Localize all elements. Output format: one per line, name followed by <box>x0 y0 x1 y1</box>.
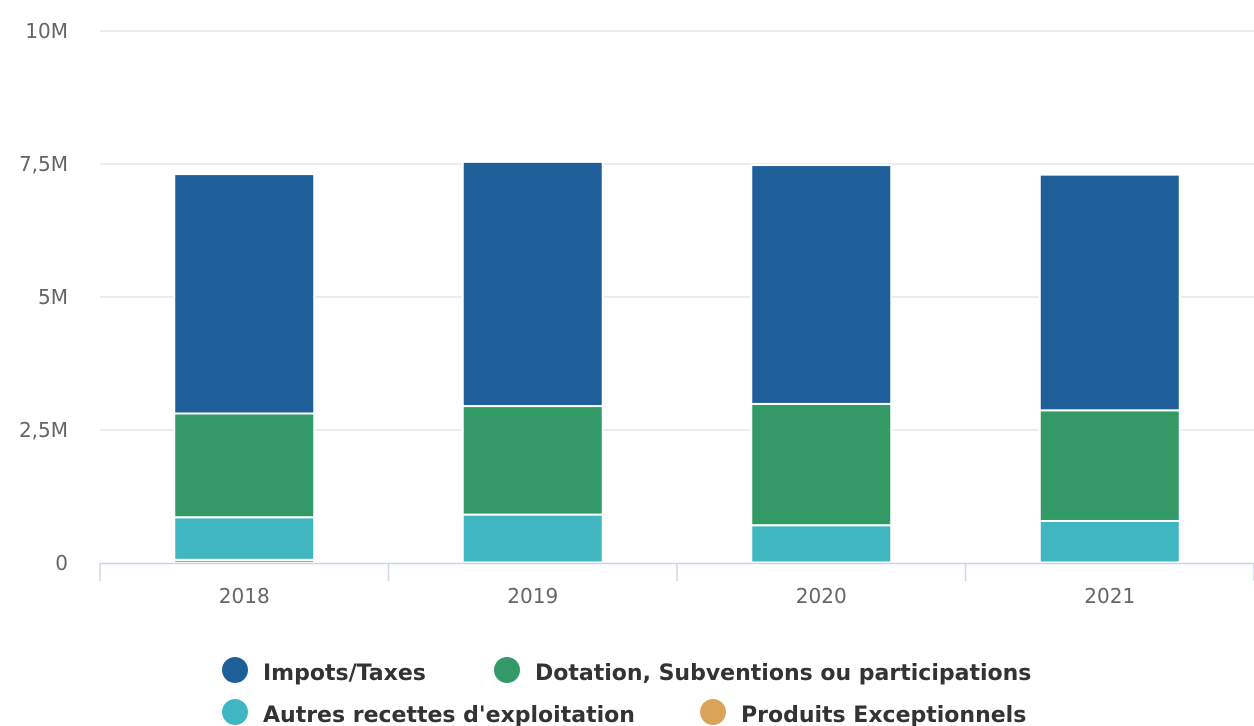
bar-segment[interactable] <box>750 402 893 527</box>
legend-item[interactable]: Dotation, Subventions ou participations <box>494 657 1031 686</box>
bar-segment[interactable] <box>750 524 893 564</box>
x-axis: 2018 2019 2020 2021 <box>99 562 1254 608</box>
legend-marker <box>700 699 726 725</box>
y-tick-label: 10M <box>25 19 68 43</box>
legend-item[interactable]: Impots/Taxes <box>222 657 426 686</box>
legend-item[interactable]: Produits Exceptionnels <box>700 699 1026 726</box>
legend-marker <box>494 657 520 683</box>
legend-label: Impots/Taxes <box>263 661 426 686</box>
bar-stack-2021 <box>1038 173 1181 565</box>
y-tick-label: 0 <box>55 551 68 575</box>
y-tick-label: 5M <box>38 285 68 309</box>
bar-segment[interactable] <box>1038 519 1181 564</box>
legend-label: Produits Exceptionnels <box>741 703 1026 726</box>
x-tick-label: 2018 <box>219 584 270 608</box>
x-tick-label: 2020 <box>796 584 847 608</box>
bar-stack-2020 <box>750 164 893 565</box>
bar-stack-2018 <box>173 173 316 564</box>
x-tick-label: 2019 <box>507 584 558 608</box>
legend-label: Dotation, Subventions ou participations <box>535 661 1031 686</box>
x-tick-label: 2021 <box>1084 584 1135 608</box>
bar-segment[interactable] <box>461 405 604 516</box>
bar-segment[interactable] <box>1038 173 1181 412</box>
y-axis-labels: 0 2,5M 5M 7,5M 10M <box>19 19 68 575</box>
legend-marker <box>222 699 248 725</box>
bar-segment[interactable] <box>461 513 604 564</box>
bar-stack-2019 <box>461 160 604 565</box>
bar-segment[interactable] <box>173 412 316 519</box>
bars <box>173 160 1181 565</box>
bar-segment[interactable] <box>173 516 316 561</box>
bar-segment[interactable] <box>173 173 316 415</box>
legend: Impots/Taxes Dotation, Subventions ou par… <box>222 657 1031 726</box>
bar-segment[interactable] <box>461 160 604 408</box>
legend-marker <box>222 657 248 683</box>
bar-segment[interactable] <box>750 164 893 405</box>
legend-label: Autres recettes d'exploitation <box>263 703 635 726</box>
bar-segment[interactable] <box>1038 409 1181 522</box>
y-tick-label: 2,5M <box>19 418 68 442</box>
legend-item[interactable]: Autres recettes d'exploitation <box>222 699 635 726</box>
y-tick-label: 7,5M <box>19 152 68 176</box>
